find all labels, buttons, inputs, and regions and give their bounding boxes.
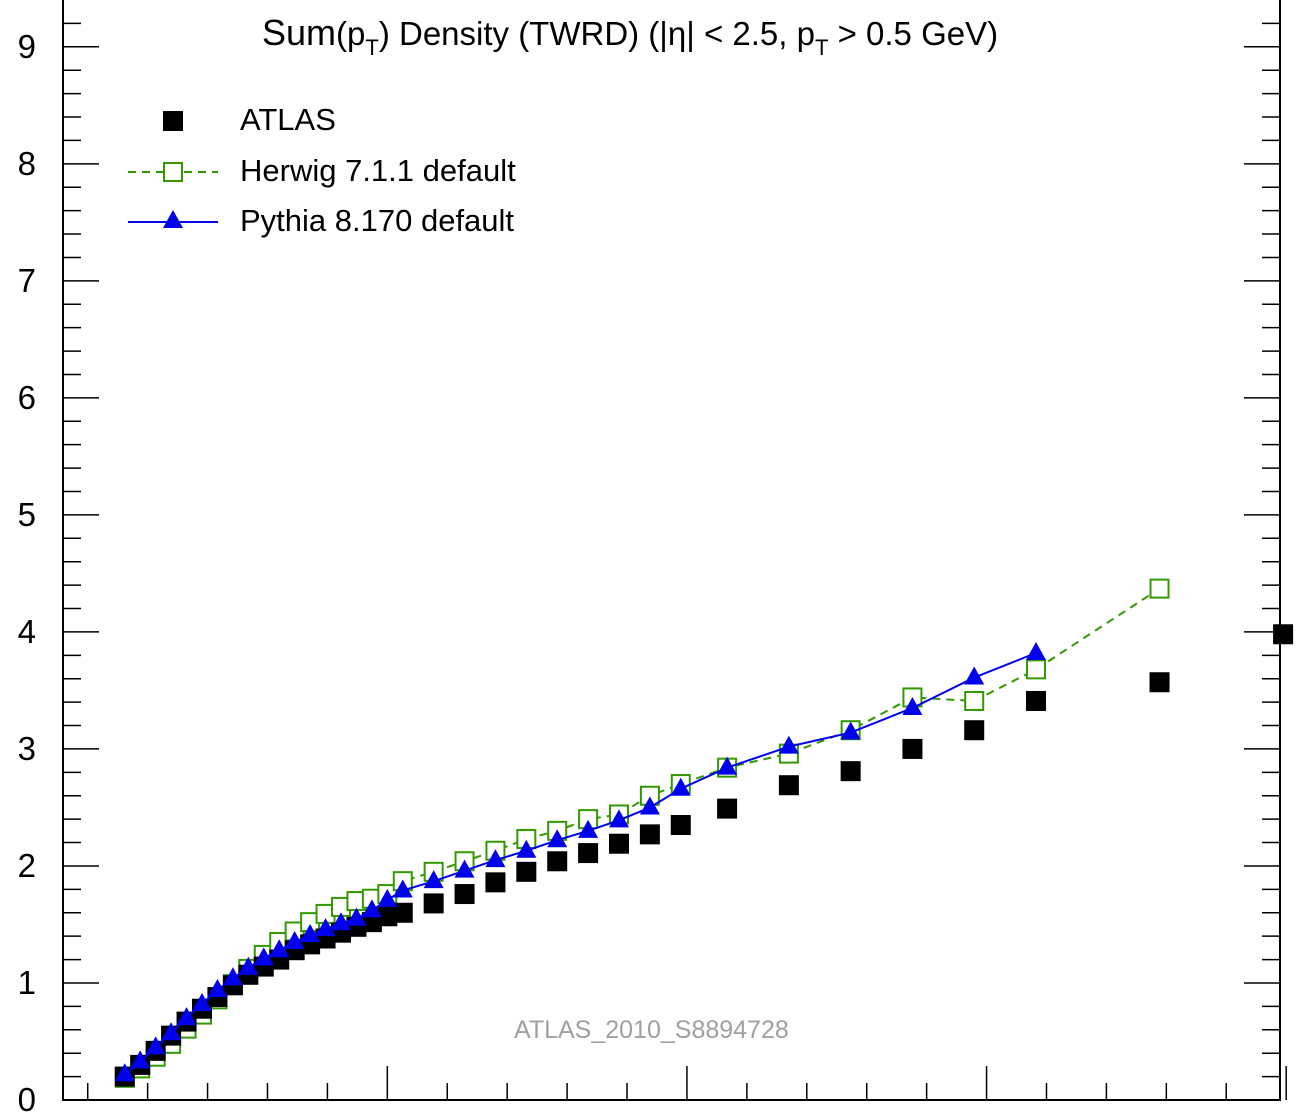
- legend-marker-pythia: [163, 210, 183, 228]
- pythia-point: [315, 918, 336, 937]
- atlas-point: [717, 798, 738, 819]
- pythia-point: [485, 849, 506, 868]
- pythia-point: [114, 1063, 135, 1082]
- atlas-point: [547, 851, 568, 872]
- legend-label-pythia: Pythia 8.170 default: [240, 203, 515, 238]
- y-tick-label: 8: [17, 144, 36, 182]
- pythia-point: [516, 839, 537, 858]
- atlas-point: [778, 775, 799, 796]
- atlas-point: [423, 893, 444, 914]
- pythia-point: [222, 967, 243, 986]
- atlas-point: [1149, 672, 1170, 693]
- pythia-point: [778, 735, 799, 754]
- title-suffix: > 0.5 GeV): [828, 15, 999, 52]
- plot-frame: [62, 0, 1281, 1101]
- atlas-point: [1273, 624, 1294, 645]
- atlas-point: [639, 824, 660, 845]
- atlas-point: [964, 720, 985, 741]
- y-tick-label: 9: [17, 27, 36, 65]
- legend-label-herwig: Herwig 7.1.1 default: [240, 153, 516, 188]
- atlas-point: [902, 738, 923, 759]
- title-mid: ) Density (TWRD) (|η| < 2.5, p: [378, 15, 815, 52]
- pythia-point: [330, 912, 351, 931]
- pythia-point: [361, 899, 382, 918]
- y-tick-label: 5: [17, 495, 36, 533]
- atlas-point: [608, 833, 629, 854]
- pythia-point: [840, 721, 861, 740]
- axis-ticks: [63, 22, 1287, 1101]
- pythia-point: [269, 939, 290, 958]
- pythia-point: [238, 956, 259, 975]
- y-tick-label: 7: [17, 261, 36, 299]
- series-line: [124, 652, 1037, 1076]
- pythia-point: [346, 907, 367, 926]
- pythia-point: [284, 931, 305, 950]
- atlas-point: [454, 884, 475, 905]
- pythia-point: [423, 870, 444, 889]
- pythia-point: [639, 796, 660, 815]
- pythia-point: [1025, 641, 1046, 660]
- legend-marker-atlas: [163, 111, 183, 131]
- legend-label-atlas: ATLAS: [240, 102, 336, 137]
- title-sub2: T: [814, 35, 829, 60]
- y-tick-label: 0: [17, 1081, 36, 1118]
- pythia-point: [145, 1036, 166, 1055]
- title-part1: (p: [336, 15, 366, 52]
- pythia-point: [670, 777, 691, 796]
- herwig-point: [1149, 578, 1170, 599]
- y-tick-label: 4: [17, 612, 36, 650]
- pythia-point: [300, 924, 321, 942]
- pythia-point: [578, 819, 599, 838]
- pythia-point: [377, 888, 398, 907]
- analysis-id-annotation: ATLAS_2010_S8894728: [514, 1016, 789, 1044]
- series-pythia: [114, 641, 1046, 1082]
- atlas-point: [485, 872, 506, 893]
- title-prefix: Sum: [262, 12, 337, 53]
- y-tick-label: 2: [17, 846, 36, 884]
- pythia-point: [176, 1007, 197, 1026]
- chart-title: Sum(pT) Density (TWRD) (|η| < 2.5, pT > …: [262, 12, 998, 61]
- title-sub1: T: [365, 35, 379, 60]
- atlas-point: [840, 761, 861, 782]
- pythia-point: [253, 947, 274, 966]
- pythia-point: [130, 1050, 151, 1069]
- pythia-point: [717, 756, 738, 775]
- pythia-point: [207, 979, 228, 997]
- pythia-point: [454, 859, 475, 878]
- pythia-point: [161, 1022, 182, 1041]
- y-tick-label: 3: [17, 729, 36, 767]
- pythia-point: [608, 809, 629, 828]
- atlas-point: [516, 861, 537, 882]
- atlas-point: [578, 843, 599, 864]
- y-tick-label: 1: [17, 963, 36, 1001]
- legend-marker-herwig: [163, 162, 183, 182]
- legend-marks: [128, 111, 218, 228]
- atlas-point: [377, 906, 398, 927]
- pythia-point: [902, 696, 923, 715]
- atlas-point: [670, 815, 691, 835]
- herwig-point: [964, 690, 985, 711]
- pythia-point: [547, 829, 568, 848]
- plot-border: [62, 0, 1281, 1101]
- pythia-point: [191, 993, 212, 1012]
- herwig-point: [1025, 659, 1046, 680]
- pythia-point: [392, 879, 413, 898]
- pythia-point: [964, 666, 985, 685]
- atlas-point: [1025, 690, 1046, 711]
- y-tick-label: 6: [17, 378, 36, 416]
- atlas-point: [392, 902, 413, 923]
